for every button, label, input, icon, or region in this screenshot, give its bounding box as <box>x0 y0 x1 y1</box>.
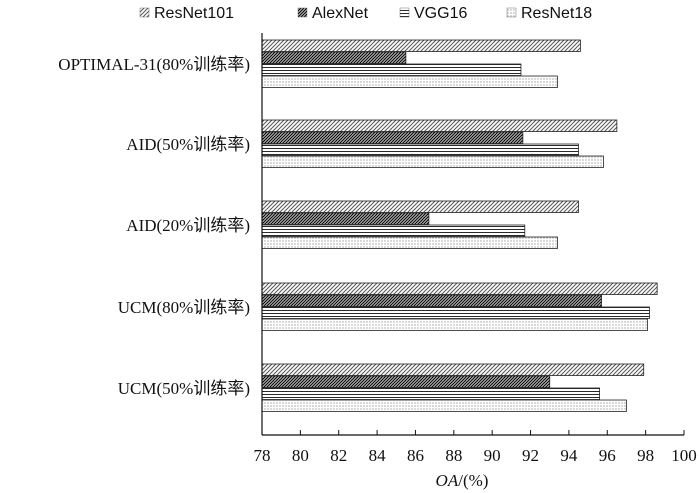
category-label-3: AID(20%训练率) <box>126 216 250 235</box>
bar-vgg16-2 <box>261 143 579 156</box>
category-label-1: OPTIMAL-31(80%训练率) <box>58 55 250 74</box>
x-tick-label-88: 88 <box>445 446 462 465</box>
x-tick-label-78: 78 <box>254 446 271 465</box>
bar-vgg16-1 <box>261 63 522 76</box>
bar-resnet101-5 <box>261 363 645 376</box>
category-label-2: AID(50%训练率) <box>126 135 250 154</box>
bar-alexnet-5 <box>261 375 551 388</box>
bar-vgg16-3 <box>261 224 526 237</box>
x-tick-label-98: 98 <box>637 446 654 465</box>
bar-alexnet-2 <box>261 131 524 144</box>
legend-label-vgg16: VGG16 <box>414 5 467 22</box>
legend-swatch-resnet101 <box>139 7 150 18</box>
x-tick-label-94: 94 <box>560 446 578 465</box>
bar-alexnet-4 <box>261 294 602 307</box>
bar-resnet18-1 <box>261 75 558 88</box>
legend-label-resnet18: ResNet18 <box>521 5 592 22</box>
category-label-4: UCM(80%训练率) <box>118 298 250 317</box>
x-tick-label-100: 100 <box>671 446 697 465</box>
x-tick-label-92: 92 <box>522 446 539 465</box>
bar-resnet101-1 <box>261 39 581 52</box>
legend-label-resnet101: ResNet101 <box>154 5 234 22</box>
bar-resnet18-3 <box>261 236 558 249</box>
x-tick-label-90: 90 <box>484 446 501 465</box>
bar-resnet18-2 <box>261 155 604 168</box>
bar-resnet18-5 <box>261 399 627 412</box>
legend: ResNet101 AlexNet VGG16 ResNet18 <box>139 5 592 22</box>
x-tick-label-86: 86 <box>407 446 424 465</box>
axes <box>261 33 684 436</box>
x-tick-label-82: 82 <box>330 446 347 465</box>
legend-swatch-resnet18 <box>506 7 517 18</box>
x-tick-label-80: 80 <box>292 446 309 465</box>
bars <box>261 39 658 412</box>
bar-vgg16-4 <box>261 306 650 319</box>
x-tick-label-84: 84 <box>369 446 387 465</box>
x-ticks: 78 80 82 84 86 88 90 92 94 96 98 100 <box>254 430 697 465</box>
category-label-5: UCM(50%训练率) <box>118 379 250 398</box>
bar-resnet101-3 <box>261 200 579 213</box>
bar-resnet18-4 <box>261 318 648 331</box>
bar-resnet101-2 <box>261 119 618 132</box>
bar-alexnet-3 <box>261 212 430 225</box>
x-axis-label: OA/(%) <box>436 471 489 490</box>
bar-resnet101-4 <box>261 282 658 295</box>
x-tick-label-96: 96 <box>599 446 616 465</box>
legend-swatch-vgg16 <box>399 7 410 18</box>
legend-label-alexnet: AlexNet <box>312 5 369 22</box>
category-labels: OPTIMAL-31(80%训练率) AID(50%训练率) AID(20%训练率)… <box>58 55 250 398</box>
legend-swatch-alexnet <box>297 7 308 18</box>
bar-vgg16-5 <box>261 387 601 400</box>
bar-alexnet-1 <box>261 51 407 64</box>
